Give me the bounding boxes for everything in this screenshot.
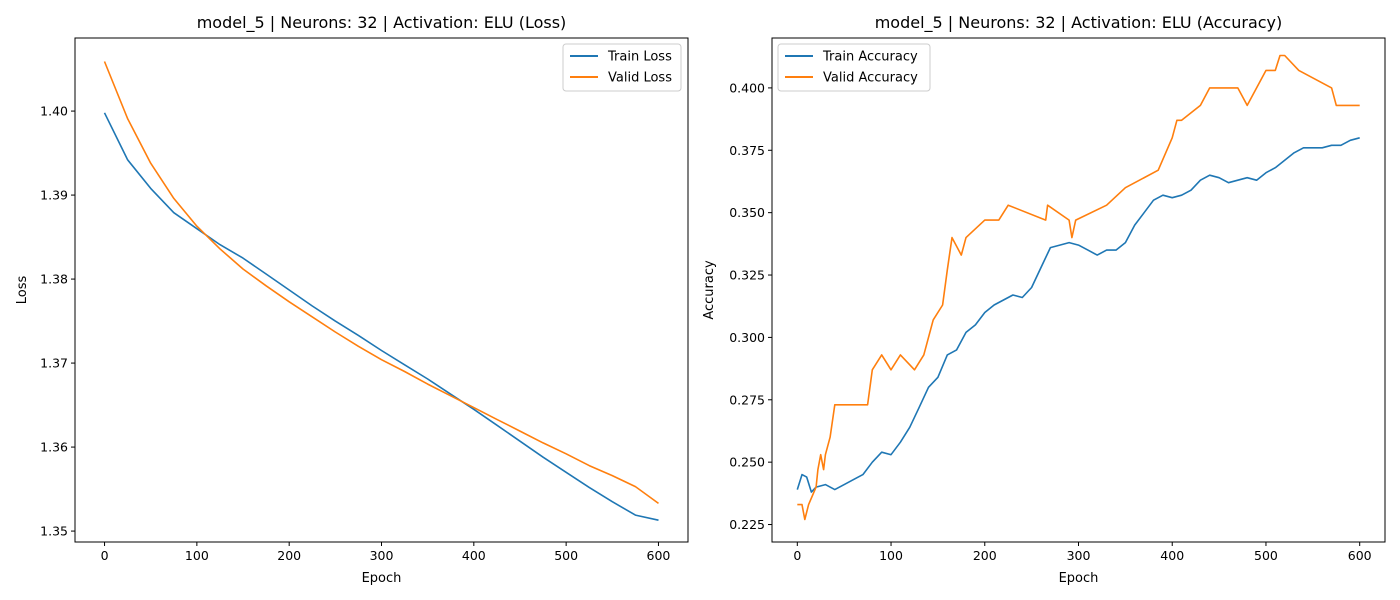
legend-label-valid-accuracy: Valid Accuracy <box>823 71 918 86</box>
series-line-train-accuracy <box>796 137 1360 493</box>
x-tick-label: 200 <box>277 548 301 563</box>
x-axis-label: Epoch <box>1059 571 1099 586</box>
series-lines <box>796 54 1360 521</box>
y-axis-ticks: 0.225 0.250 0.275 0.300 0.325 0.350 0.375 0.400 <box>729 80 772 532</box>
x-tick-label: 400 <box>462 548 486 563</box>
legend-label-train-accuracy: Train Accuracy <box>822 50 918 65</box>
legend-label-train-loss: Train Loss <box>607 50 672 65</box>
series-lines <box>103 61 659 521</box>
x-tick-label: 600 <box>647 548 671 563</box>
series-line-valid-loss <box>103 61 659 505</box>
y-tick-label: 1.37 <box>40 356 68 371</box>
x-tick-label: 400 <box>1160 548 1184 563</box>
accuracy-chart: model_5 | Neurons: 32 | Activation: ELU … <box>702 13 1386 586</box>
chart-title: model_5 | Neurons: 32 | Activation: ELU … <box>875 13 1283 33</box>
series-line-valid-accuracy <box>797 54 1360 521</box>
y-tick-label: 1.35 <box>40 524 68 539</box>
y-axis-ticks: 1.35 1.36 1.37 1.38 1.39 1.40 <box>40 104 75 539</box>
y-tick-label: 0.225 <box>729 517 765 532</box>
x-axis-label: Epoch <box>362 571 402 586</box>
x-axis-ticks: 0 100 200 300 400 500 600 <box>793 542 1372 563</box>
y-axis-label: Loss <box>15 276 30 305</box>
x-axis-ticks: 0 100 200 300 400 500 600 <box>101 542 671 563</box>
y-tick-label: 1.39 <box>40 188 68 203</box>
y-tick-label: 0.300 <box>729 330 765 345</box>
x-tick-label: 0 <box>101 548 109 563</box>
y-tick-label: 0.250 <box>729 455 765 470</box>
x-tick-label: 200 <box>973 548 997 563</box>
legend: Train Accuracy Valid Accuracy <box>777 43 931 92</box>
y-tick-label: 0.350 <box>729 205 765 220</box>
x-tick-label: 100 <box>879 548 903 563</box>
x-tick-label: 500 <box>1254 548 1278 563</box>
x-tick-label: 300 <box>370 548 394 563</box>
loss-chart: model_5 | Neurons: 32 | Activation: ELU … <box>15 13 689 586</box>
y-tick-label: 1.36 <box>40 440 68 455</box>
x-tick-label: 300 <box>1067 548 1091 563</box>
y-axis-label: Accuracy <box>702 260 717 320</box>
y-tick-label: 1.40 <box>40 104 68 119</box>
legend-label-valid-loss: Valid Loss <box>608 71 672 86</box>
y-tick-label: 0.325 <box>729 268 765 283</box>
y-tick-label: 0.400 <box>729 80 765 95</box>
x-tick-label: 0 <box>793 548 801 563</box>
legend-box <box>777 43 931 92</box>
chart-title: model_5 | Neurons: 32 | Activation: ELU … <box>197 13 567 33</box>
legend: Train Loss Valid Loss <box>562 43 682 92</box>
x-tick-label: 100 <box>185 548 209 563</box>
y-tick-label: 1.38 <box>40 272 68 287</box>
x-tick-label: 600 <box>1348 548 1372 563</box>
y-tick-label: 0.375 <box>729 143 765 158</box>
series-line-train-loss <box>103 112 659 521</box>
y-tick-label: 0.275 <box>729 392 765 407</box>
x-tick-label: 500 <box>554 548 578 563</box>
